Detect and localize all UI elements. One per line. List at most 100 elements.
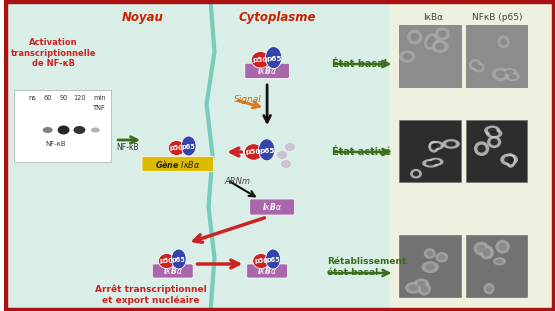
Bar	[4, 0, 7, 311]
Ellipse shape	[483, 283, 495, 295]
Ellipse shape	[399, 50, 416, 63]
Ellipse shape	[498, 243, 507, 251]
Ellipse shape	[474, 141, 489, 156]
Text: 120: 120	[73, 95, 86, 101]
Text: Arrêt transcriptionnel
et export nucléaire: Arrêt transcriptionnel et export nucléai…	[95, 285, 207, 305]
Text: p65: p65	[266, 56, 281, 62]
Text: NFκB (p65): NFκB (p65)	[472, 12, 523, 21]
Ellipse shape	[490, 139, 498, 145]
Ellipse shape	[484, 126, 500, 136]
Bar	[466, 25, 527, 87]
Bar	[4, 0, 555, 3]
Text: Gène $I\kappa B\alpha$: Gène $I\kappa B\alpha$	[155, 158, 200, 170]
Ellipse shape	[251, 52, 270, 68]
Ellipse shape	[431, 40, 448, 53]
Text: IκBα: IκBα	[423, 12, 443, 21]
Ellipse shape	[431, 143, 437, 150]
Ellipse shape	[410, 169, 422, 179]
Ellipse shape	[438, 254, 445, 260]
Text: I$\kappa$B$\alpha$: I$\kappa$B$\alpha$	[257, 65, 277, 76]
Ellipse shape	[496, 71, 505, 78]
Text: État basal: État basal	[332, 59, 387, 69]
Bar	[399, 235, 461, 297]
FancyBboxPatch shape	[245, 63, 289, 78]
Text: Noyau: Noyau	[122, 11, 164, 24]
Text: État activé: État activé	[332, 147, 391, 157]
Ellipse shape	[422, 159, 440, 168]
Ellipse shape	[504, 156, 514, 163]
Ellipse shape	[91, 128, 100, 132]
Ellipse shape	[158, 253, 175, 268]
Text: ns: ns	[28, 95, 36, 101]
Ellipse shape	[473, 63, 485, 72]
Ellipse shape	[473, 242, 489, 256]
Bar	[389, 0, 555, 311]
Ellipse shape	[423, 248, 436, 259]
Ellipse shape	[496, 240, 510, 254]
Ellipse shape	[508, 157, 513, 165]
Ellipse shape	[266, 249, 280, 269]
Ellipse shape	[506, 72, 520, 81]
Ellipse shape	[171, 249, 186, 269]
Ellipse shape	[481, 245, 493, 258]
FancyBboxPatch shape	[153, 264, 193, 278]
Text: p50: p50	[253, 57, 268, 63]
Ellipse shape	[421, 285, 428, 293]
Ellipse shape	[500, 38, 507, 45]
Ellipse shape	[428, 158, 443, 166]
FancyBboxPatch shape	[247, 264, 287, 278]
Text: ARNm: ARNm	[224, 178, 250, 187]
Ellipse shape	[446, 141, 456, 146]
Text: I$\kappa$B$\alpha$: I$\kappa$B$\alpha$	[262, 202, 282, 212]
Text: NF-κB: NF-κB	[45, 141, 65, 147]
Ellipse shape	[413, 171, 419, 176]
Text: I$\kappa$B$\alpha$: I$\kappa$B$\alpha$	[163, 266, 183, 276]
Text: p50: p50	[254, 258, 268, 264]
Text: 90: 90	[59, 95, 68, 101]
Ellipse shape	[424, 37, 436, 50]
Ellipse shape	[426, 264, 435, 270]
Ellipse shape	[436, 252, 448, 262]
Bar	[552, 0, 555, 311]
Ellipse shape	[281, 160, 290, 168]
Ellipse shape	[417, 281, 426, 287]
FancyBboxPatch shape	[250, 199, 294, 215]
Ellipse shape	[435, 27, 450, 40]
Ellipse shape	[487, 136, 501, 148]
Ellipse shape	[73, 126, 85, 134]
Ellipse shape	[411, 33, 419, 41]
Ellipse shape	[505, 70, 514, 74]
Ellipse shape	[488, 128, 497, 133]
Bar	[466, 235, 527, 297]
Ellipse shape	[486, 129, 502, 138]
Bar	[466, 120, 527, 182]
Ellipse shape	[403, 53, 412, 60]
Ellipse shape	[428, 36, 435, 43]
Ellipse shape	[425, 33, 438, 46]
Ellipse shape	[472, 62, 479, 68]
Ellipse shape	[509, 74, 517, 79]
Text: TNF: TNF	[93, 105, 106, 111]
Ellipse shape	[501, 68, 517, 76]
FancyBboxPatch shape	[142, 156, 214, 171]
Ellipse shape	[483, 250, 491, 257]
Ellipse shape	[58, 126, 69, 134]
Ellipse shape	[278, 151, 286, 159]
Ellipse shape	[418, 282, 431, 295]
Ellipse shape	[477, 145, 486, 153]
Ellipse shape	[492, 67, 509, 81]
Text: p50: p50	[160, 258, 174, 264]
Ellipse shape	[432, 160, 440, 164]
Ellipse shape	[168, 141, 185, 156]
Ellipse shape	[253, 253, 270, 268]
Text: min: min	[93, 95, 106, 101]
Ellipse shape	[493, 257, 506, 265]
Text: Rétablissement
état basal: Rétablissement état basal	[327, 257, 406, 277]
Ellipse shape	[259, 139, 275, 161]
Text: p65: p65	[259, 148, 274, 154]
Ellipse shape	[435, 43, 445, 50]
Text: p65: p65	[266, 257, 280, 263]
Ellipse shape	[480, 247, 493, 259]
Ellipse shape	[181, 136, 196, 156]
Ellipse shape	[442, 139, 460, 149]
